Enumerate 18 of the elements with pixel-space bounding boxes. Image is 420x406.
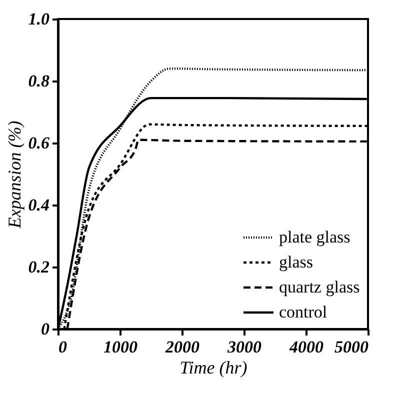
y-tick-label: 0.2	[28, 258, 50, 276]
x-tick-label: 5000	[334, 338, 369, 356]
y-tick-label: 0	[41, 320, 50, 338]
y-tick-label: 0.4	[28, 196, 50, 214]
x-axis-title: Time (hr)	[180, 358, 248, 378]
y-axis-title: Expansion (%)	[4, 120, 24, 230]
x-tick-label: 0	[58, 338, 68, 356]
x-tick-label: 1000	[104, 338, 138, 356]
x-tick-label: 4000	[288, 338, 324, 356]
x-tick-label: 2000	[164, 338, 200, 356]
legend-label: plate glass	[279, 228, 350, 246]
y-tick-label: 0.6	[28, 134, 50, 152]
y-tick-label: 0.8	[28, 72, 50, 90]
legend-label: quartz glass	[279, 278, 360, 296]
legend-label: control	[279, 302, 328, 322]
legend-label: glass	[279, 252, 313, 272]
y-tick-label: 1.0	[28, 10, 50, 28]
x-tick-label: 3000	[226, 338, 262, 356]
